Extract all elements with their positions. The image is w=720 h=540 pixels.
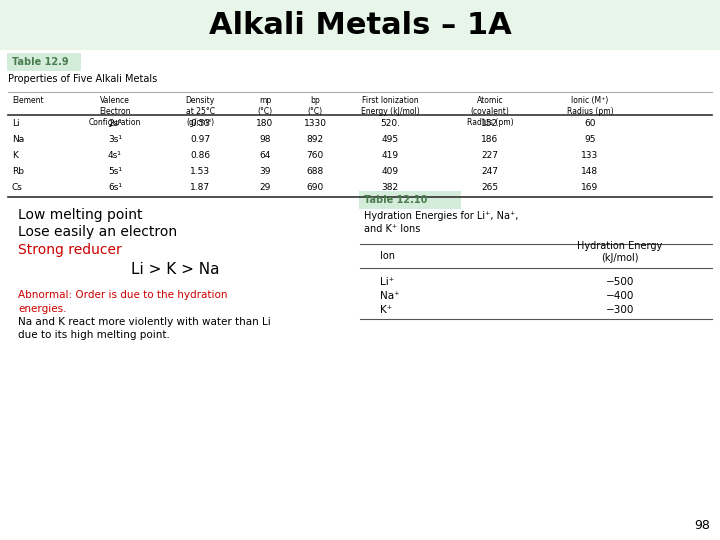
Text: 4s¹: 4s¹ (108, 152, 122, 160)
Text: −300: −300 (606, 305, 634, 315)
Text: −400: −400 (606, 291, 634, 301)
Text: 760: 760 (307, 152, 323, 160)
Text: Na: Na (12, 136, 24, 145)
Text: Li > K > Na: Li > K > Na (131, 262, 220, 278)
Text: Ionic (M⁺)
Radius (pm): Ionic (M⁺) Radius (pm) (567, 96, 613, 116)
Text: 60: 60 (584, 119, 595, 129)
Text: Density
at 25°C
(g/cm³): Density at 25°C (g/cm³) (185, 96, 215, 127)
Text: Hydration Energy
(kJ/mol): Hydration Energy (kJ/mol) (577, 241, 662, 263)
FancyBboxPatch shape (0, 0, 720, 50)
Text: 39: 39 (259, 167, 271, 177)
Text: First Ionization
Energy (kJ/mol): First Ionization Energy (kJ/mol) (361, 96, 419, 116)
Text: Lose easily an electron: Lose easily an electron (18, 225, 177, 239)
Text: 98: 98 (259, 136, 271, 145)
Text: 6s¹: 6s¹ (108, 184, 122, 192)
Text: 495: 495 (382, 136, 399, 145)
FancyBboxPatch shape (7, 53, 81, 71)
Text: 419: 419 (382, 152, 399, 160)
Text: 520.: 520. (380, 119, 400, 129)
Text: 5s¹: 5s¹ (108, 167, 122, 177)
Text: due to its high melting point.: due to its high melting point. (18, 330, 170, 340)
Text: Abnormal: Order is due to the hydration: Abnormal: Order is due to the hydration (18, 290, 228, 300)
Text: Hydration Energies for Li⁺, Na⁺,: Hydration Energies for Li⁺, Na⁺, (364, 211, 518, 221)
Text: 247: 247 (482, 167, 498, 177)
Text: 2s¹: 2s¹ (108, 119, 122, 129)
Text: K: K (12, 152, 18, 160)
Text: 186: 186 (482, 136, 499, 145)
Text: Li⁺: Li⁺ (380, 277, 395, 287)
Text: bp
(°C): bp (°C) (307, 96, 323, 116)
Text: Table 12.9: Table 12.9 (12, 57, 68, 67)
Text: Valence
Electron
Configuration: Valence Electron Configuration (89, 96, 141, 127)
Text: mp
(°C): mp (°C) (258, 96, 273, 116)
Text: 382: 382 (382, 184, 399, 192)
Text: 95: 95 (584, 136, 595, 145)
Text: 148: 148 (582, 167, 598, 177)
Text: 180: 180 (256, 119, 274, 129)
Text: 133: 133 (581, 152, 598, 160)
Text: and K⁺ Ions: and K⁺ Ions (364, 224, 420, 234)
Text: 0.97: 0.97 (190, 136, 210, 145)
Text: 227: 227 (482, 152, 498, 160)
Text: 1330: 1330 (304, 119, 326, 129)
Text: −500: −500 (606, 277, 634, 287)
Text: Na⁺: Na⁺ (380, 291, 400, 301)
FancyBboxPatch shape (359, 191, 461, 209)
Text: 64: 64 (259, 152, 271, 160)
Text: 265: 265 (482, 184, 498, 192)
Text: 409: 409 (382, 167, 399, 177)
Text: Atomic
(covalent)
Radius (pm): Atomic (covalent) Radius (pm) (467, 96, 513, 127)
Text: 0.53: 0.53 (190, 119, 210, 129)
Text: 98: 98 (694, 519, 710, 532)
Text: Li: Li (12, 119, 19, 129)
Text: Table 12.10: Table 12.10 (364, 195, 428, 205)
Text: 29: 29 (259, 184, 271, 192)
Text: Low melting point: Low melting point (18, 208, 143, 222)
Text: 690: 690 (307, 184, 323, 192)
Text: Na and K react more violently with water than Li: Na and K react more violently with water… (18, 317, 271, 327)
Text: Strong reducer: Strong reducer (18, 243, 122, 257)
Text: Element: Element (12, 96, 44, 105)
Text: 3s¹: 3s¹ (108, 136, 122, 145)
Text: Ion: Ion (380, 251, 395, 261)
Text: 152: 152 (482, 119, 498, 129)
Text: 688: 688 (307, 167, 323, 177)
Text: Rb: Rb (12, 167, 24, 177)
Text: Properties of Five Alkali Metals: Properties of Five Alkali Metals (8, 74, 157, 84)
Text: 1.87: 1.87 (190, 184, 210, 192)
Text: Alkali Metals – 1A: Alkali Metals – 1A (209, 10, 511, 39)
Text: 1.53: 1.53 (190, 167, 210, 177)
Text: energies.: energies. (18, 304, 66, 314)
Text: K⁺: K⁺ (380, 305, 392, 315)
Text: Cs: Cs (12, 184, 23, 192)
Text: 169: 169 (581, 184, 598, 192)
Text: 0.86: 0.86 (190, 152, 210, 160)
Text: 892: 892 (307, 136, 323, 145)
